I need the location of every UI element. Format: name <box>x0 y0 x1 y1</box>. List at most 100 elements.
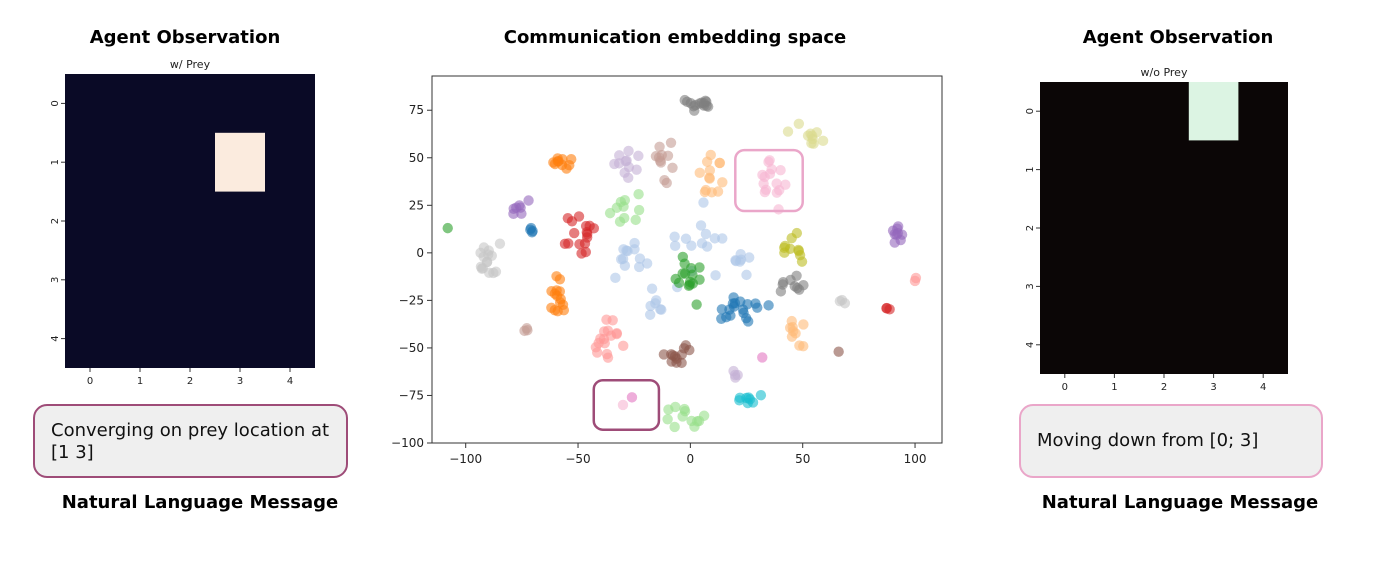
x-tick-label: 0 <box>687 452 695 466</box>
scatter-point <box>716 304 728 315</box>
left-y-tick-label: 4 <box>50 335 61 341</box>
scatter-point <box>910 272 922 284</box>
scatter-point <box>757 352 768 363</box>
y-tick-label: 75 <box>409 103 424 117</box>
scatter-point <box>551 285 562 296</box>
y-tick-label: −100 <box>391 436 424 450</box>
left-grid-background <box>65 74 315 368</box>
left-x-tick-label: 1 <box>137 376 143 387</box>
scatter-point <box>759 186 771 198</box>
right-grid-background <box>1040 82 1288 374</box>
scatter-point <box>775 164 786 176</box>
scatter-point <box>574 239 585 250</box>
right-heading: Agent Observation <box>1082 27 1274 48</box>
scatter-point <box>694 262 705 273</box>
scatter-point <box>750 298 761 309</box>
scatter-point <box>486 250 497 262</box>
scatter-point <box>561 163 572 174</box>
scatter-point <box>667 350 679 361</box>
scatter-point <box>651 295 662 306</box>
scatter-point <box>706 187 717 198</box>
scatter-point <box>798 279 809 291</box>
y-tick-label: −50 <box>399 341 424 355</box>
scatter-point <box>763 300 774 311</box>
right-x-tick-label: 3 <box>1210 382 1216 393</box>
scatter-point <box>685 97 696 109</box>
left-message-text: Converging on prey location at [1 3] <box>51 420 330 463</box>
scatter-point <box>773 204 784 215</box>
scatter-point <box>656 304 667 315</box>
scatter-point <box>611 202 623 213</box>
y-tick-label: 0 <box>416 246 424 260</box>
scatter-point <box>617 253 629 265</box>
scatter-point <box>557 153 568 165</box>
y-tick-label: 25 <box>409 198 424 212</box>
scatter-point <box>630 214 641 226</box>
scatter-point <box>662 414 673 425</box>
scatter-point <box>602 352 614 363</box>
scatter-point <box>551 271 562 282</box>
scatter-point <box>670 401 681 413</box>
left-y-tick-label: 0 <box>50 100 61 106</box>
scatter-point <box>779 247 790 258</box>
scatter-point <box>659 174 670 186</box>
scatter-point <box>698 410 710 421</box>
scatter-point <box>757 169 768 181</box>
scatter-point <box>742 316 754 327</box>
scatter-point <box>646 283 658 294</box>
scatter-point <box>775 286 787 297</box>
scatter-point <box>704 165 716 176</box>
left-heading: Agent Observation <box>89 27 281 48</box>
scatter-point <box>569 227 580 239</box>
scatter-point <box>617 399 629 411</box>
left-subtitle: w/ Prey <box>169 58 211 71</box>
scatter-point <box>521 323 532 334</box>
right-y-tick-label: 4 <box>1025 342 1036 348</box>
scatter-point <box>581 232 593 243</box>
scatter-point <box>839 298 851 309</box>
scatter-point <box>633 204 645 216</box>
scatter-point <box>743 392 754 403</box>
scatter-point <box>798 319 809 330</box>
scatter-point <box>511 202 522 213</box>
scatter-point <box>709 233 721 244</box>
scatter-point <box>633 150 644 162</box>
scatter-point <box>730 255 742 267</box>
scatter-point <box>592 347 603 358</box>
right-y-tick-label: 2 <box>1025 225 1036 231</box>
scatter-point <box>658 349 670 360</box>
x-tick-label: 50 <box>795 452 810 466</box>
scatter-point <box>791 270 802 281</box>
scatter-point <box>669 240 681 252</box>
y-tick-label: 50 <box>409 151 424 165</box>
right-y-tick-label: 3 <box>1025 283 1036 289</box>
scatter-point <box>817 135 829 147</box>
scatter-point <box>717 177 728 188</box>
scatter-point <box>622 245 633 257</box>
scatter-point <box>755 389 767 401</box>
scatter-point <box>784 322 796 334</box>
left-y-tick-label: 3 <box>50 277 61 283</box>
scatter-point <box>796 256 808 267</box>
left-x-tick-label: 4 <box>287 376 293 387</box>
highlight-box <box>734 148 804 213</box>
scatter-point <box>677 411 688 422</box>
x-tick-label: 100 <box>904 452 927 466</box>
scatter-point <box>695 220 707 231</box>
scatter-point <box>669 231 680 242</box>
scatter-point <box>710 270 721 281</box>
right-x-tick-label: 0 <box>1062 382 1068 393</box>
scatter-point <box>684 344 695 356</box>
scatter-point <box>721 311 732 323</box>
right-message-box: Moving down from [0; 3] <box>1019 404 1323 478</box>
scatter-point <box>692 416 703 427</box>
scatter-point <box>559 238 571 250</box>
scatter-point <box>677 268 688 279</box>
scatter-point <box>619 167 630 178</box>
scatter-point <box>607 315 618 326</box>
right-highlight-cell <box>1188 82 1239 141</box>
scatter-point <box>656 149 667 161</box>
right-y-tick-label: 0 <box>1025 108 1036 114</box>
scatter-point <box>714 157 725 169</box>
scatter-point <box>741 269 752 281</box>
